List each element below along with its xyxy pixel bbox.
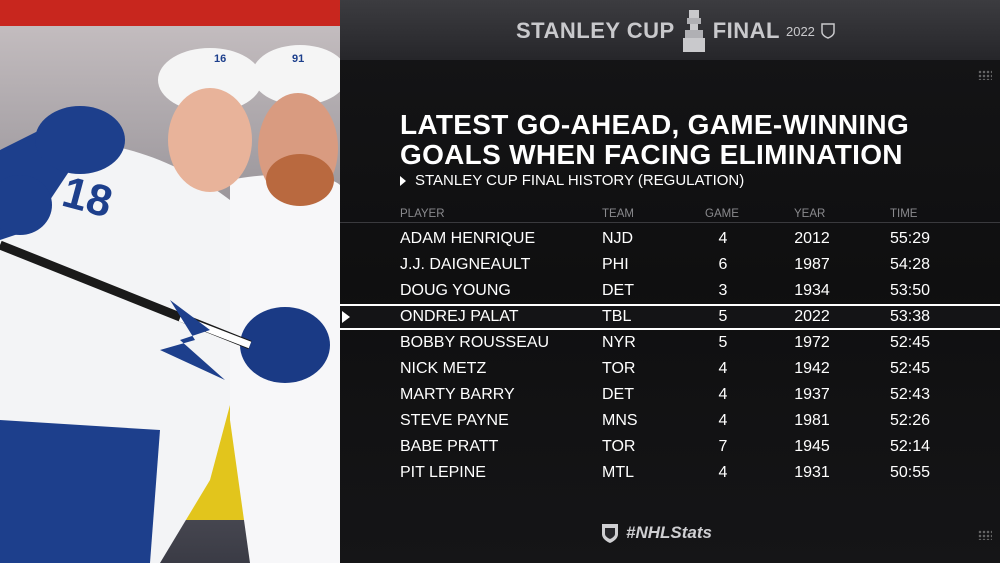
year-value: 1942 [794,360,830,377]
subheading: STANLEY CUP FINAL HISTORY (REGULATION) [400,172,744,189]
table-row: J.J. DAIGNEAULT PHI 6 1987 54:28 [340,252,1000,278]
table-row: BABE PRATT TOR 7 1945 52:14 [340,434,1000,460]
brand-year: 2022 [785,23,815,39]
celebration-photo: 18 16 91 [0,0,340,563]
col-header-game: GAME [705,208,739,220]
table-row: MARTY BARRY DET 4 1937 52:43 [340,382,1000,408]
helmet-number-16: 16 [214,53,226,65]
table-row: ADAM HENRIQUE NJD 4 2012 55:29 [340,226,1000,252]
player-name: MARTY BARRY [400,386,515,403]
players-celebrating-image: 18 16 91 [0,0,340,563]
time-value: 52:45 [889,360,930,377]
year-value: 1937 [794,386,830,403]
player-name: BABE PRATT [400,438,499,455]
nhl-logo-icon [602,524,618,543]
team-code: DET [602,386,634,403]
heading-line-1: LATEST GO-AHEAD, GAME-WINNING [400,109,910,140]
top-banner [340,0,1000,60]
footer-hashtag: #NHLStats [600,520,712,546]
team-code: TOR [602,360,636,377]
time-value: 53:38 [889,308,930,325]
year-value: 1945 [794,438,830,455]
team-code: MNS [602,412,638,429]
team-code: PHI [602,256,629,273]
year-value: 1981 [794,412,830,429]
time-value: 52:45 [889,334,930,351]
highlight-arrow-icon [342,311,350,323]
time-value: 52:43 [889,386,930,403]
subheading-text: STANLEY CUP FINAL HISTORY (REGULATION) [415,172,745,189]
time-value: 55:29 [889,230,930,247]
table-row: NICK METZ TOR 4 1942 52:45 [340,356,1000,382]
table-header: PLAYER TEAM GAME YEAR TIME [340,205,1000,224]
stanley-cup-icon [682,10,705,52]
game-number: 5 [718,308,728,325]
year-value: 1972 [794,334,830,351]
time-value: 53:50 [889,282,930,299]
brand-word-2: FINAL [712,18,780,43]
play-arrow-icon [400,175,406,186]
heading-line-2: GOALS WHEN FACING ELIMINATION [400,139,903,170]
hashtag-text: #NHLStats [626,523,712,542]
main-heading: LATEST GO-AHEAD, GAME-WINNING GOALS WHEN… [400,110,980,170]
year-value: 1934 [794,282,830,299]
table-row: ONDREJ PALAT TBL 5 2022 53:38 [340,304,1000,330]
game-number: 6 [718,256,728,273]
col-header-year: YEAR [794,208,826,220]
team-code: NYR [602,334,636,351]
player-name: BOBBY ROUSSEAU [400,334,550,351]
year-value: 2012 [794,230,830,247]
player-name: PIT LEPINE [400,464,486,481]
year-value: 2022 [794,308,830,325]
team-code: MTL [602,464,634,481]
stanley-cup-final-logo: STANLEY CUP FINAL 2022 [516,10,835,52]
year-value: 1987 [794,256,830,273]
stats-panel [340,0,1000,563]
time-value: 50:55 [889,464,930,481]
time-value: 54:28 [889,256,930,273]
game-number: 7 [718,438,728,455]
game-number: 4 [718,230,728,247]
decorative-dots-bottom [978,530,992,540]
table-row: BOBBY ROUSSEAU NYR 5 1972 52:45 [340,330,1000,356]
game-number: 4 [718,464,728,481]
player-name: DOUG YOUNG [400,282,511,299]
team-code: TBL [602,308,632,325]
col-header-team: TEAM [602,208,634,220]
table-row: STEVE PAYNE MNS 4 1981 52:26 [340,408,1000,434]
player-name: ADAM HENRIQUE [400,230,536,247]
player-name: J.J. DAIGNEAULT [400,256,531,273]
nhl-shield-icon [821,23,835,39]
team-code: NJD [602,230,634,247]
col-header-time: TIME [890,208,918,220]
game-number: 5 [718,334,728,351]
player-name: NICK METZ [400,360,487,377]
game-number: 4 [718,360,728,377]
team-code: TOR [602,438,636,455]
col-header-player: PLAYER [400,208,445,220]
helmet-number-91: 91 [292,53,304,65]
time-value: 52:26 [889,412,930,429]
decorative-dots-top [978,70,992,80]
header-divider [340,222,1000,223]
game-number: 4 [718,412,728,429]
brand-word-1: STANLEY CUP [516,18,675,43]
player-name: ONDREJ PALAT [400,308,519,325]
time-value: 52:14 [889,438,930,455]
game-number: 3 [718,282,728,299]
year-value: 1931 [794,464,830,481]
table-row: DOUG YOUNG DET 3 1934 53:50 [340,278,1000,304]
player-name: STEVE PAYNE [400,412,509,429]
team-code: DET [602,282,634,299]
table-row: PIT LEPINE MTL 4 1931 50:55 [340,460,1000,486]
game-number: 4 [718,386,728,403]
